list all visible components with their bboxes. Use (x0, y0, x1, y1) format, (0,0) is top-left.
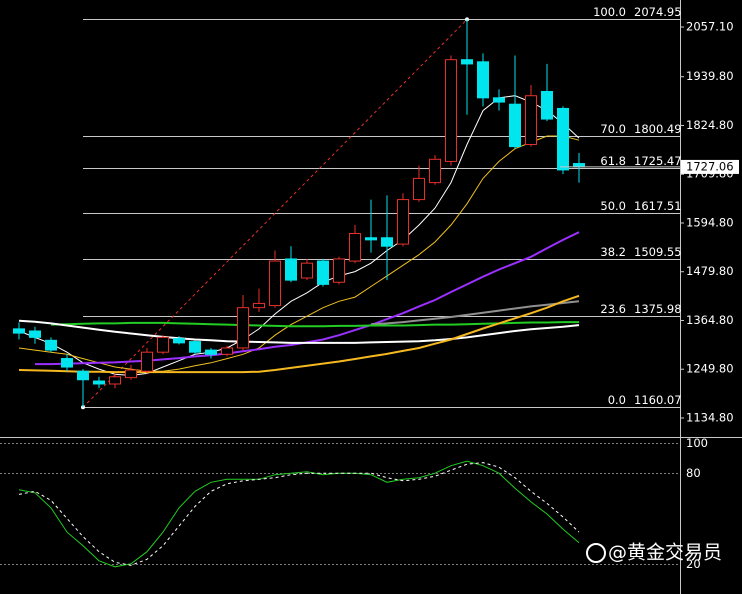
candle-body (141, 351, 153, 372)
candle-body (365, 237, 377, 241)
candle-body (237, 307, 249, 349)
candle-body (301, 262, 313, 279)
candle-body (509, 103, 521, 148)
candle-body (333, 258, 345, 283)
candle-body (189, 341, 201, 353)
watermark: @黄金交易员 (586, 542, 722, 564)
candle-body (541, 90, 553, 120)
candle-body (413, 177, 425, 201)
candle-body (93, 380, 105, 385)
fib-price-label: 2074.95 (634, 5, 682, 19)
y-tick-label: 2057.10 (686, 20, 734, 34)
y-tick-label: 1364.80 (686, 313, 734, 327)
y-tick-label: 20 (686, 557, 701, 571)
candle-body (317, 260, 329, 285)
y-tick-label: 1594.80 (686, 215, 734, 229)
candle-body (109, 376, 121, 385)
fib-trend-line (82, 19, 468, 408)
candle-body (61, 358, 73, 368)
candle-body (445, 59, 457, 162)
oscillator-line (18, 460, 580, 568)
fib-price-label: 1375.98 (634, 302, 682, 316)
watermark-text: @黄金交易员 (608, 542, 722, 564)
oscillator-line (18, 462, 580, 566)
y-tick-label: 1824.80 (686, 118, 734, 132)
fib-level-label: 70.0 (600, 122, 626, 136)
candle-body (253, 302, 265, 309)
fib-level-label: 61.8 (600, 154, 626, 168)
candle-body (157, 336, 169, 353)
candle-body (125, 369, 137, 379)
candle-body (285, 258, 297, 281)
moving-average (18, 135, 580, 372)
candle-body (221, 347, 233, 355)
fib-price-label: 1725.47 (634, 154, 682, 168)
last-price-label: 1727.06 (686, 159, 734, 173)
fib-price-label: 1509.55 (634, 245, 682, 259)
candle-body (397, 199, 409, 245)
candle-body (525, 95, 537, 145)
candle-body (349, 232, 361, 262)
moving-average (18, 95, 580, 377)
fib-level-label: 23.6 (600, 302, 626, 316)
candle-body (557, 107, 569, 171)
fib-level-label: 100.0 (593, 5, 626, 19)
candle-body (13, 328, 25, 334)
candle-body (45, 339, 57, 351)
candle-body (205, 349, 217, 355)
y-tick-label: 1939.80 (686, 69, 734, 83)
y-tick-label: 100 (686, 436, 708, 450)
fib-level-label: 38.2 (600, 245, 626, 259)
y-tick-label: 1479.80 (686, 264, 734, 278)
fib-price-label: 1800.49 (634, 122, 682, 136)
last-price-box (681, 159, 739, 174)
moving-average (18, 319, 580, 344)
fib-price-label: 1160.07 (634, 393, 682, 407)
fib-price-label: 1617.51 (634, 199, 682, 213)
candle-body (29, 330, 41, 338)
candle-body (77, 370, 89, 381)
y-tick-label: 1249.80 (686, 362, 734, 376)
candle-body (573, 163, 585, 168)
candle-body (429, 158, 441, 184)
fib-level-label: 0.0 (608, 393, 626, 407)
watermark-logo (586, 543, 606, 563)
candle-body (477, 61, 489, 99)
candle-body (461, 59, 473, 65)
moving-average (18, 294, 580, 374)
moving-average (50, 321, 579, 328)
candle-body (269, 260, 281, 307)
moving-average (370, 300, 580, 326)
candle-body (173, 338, 185, 344)
y-tick-label: 1134.80 (686, 410, 734, 424)
candle-body (493, 97, 505, 103)
fib-level-label: 50.0 (600, 199, 626, 213)
y-tick-label: 80 (686, 466, 701, 480)
candle-body (381, 237, 393, 247)
